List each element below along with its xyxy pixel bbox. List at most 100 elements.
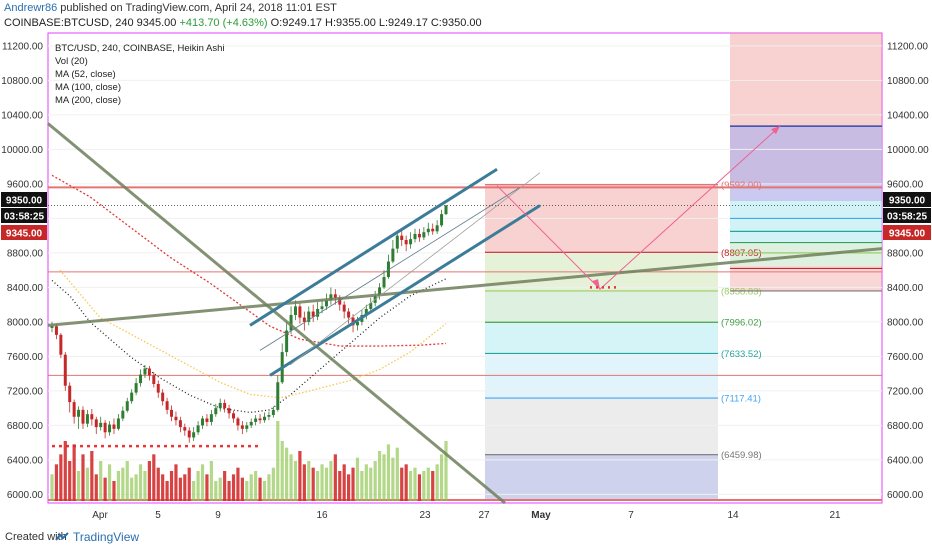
volume-bar-40: [227, 481, 231, 501]
candle-body-84: [422, 232, 426, 238]
candle-body-11: [99, 422, 103, 428]
volume-bar-32: [192, 481, 196, 501]
author-link[interactable]: Andrewr86: [4, 2, 58, 14]
volume-bar-87: [435, 464, 439, 501]
volume-bar-33: [196, 471, 200, 501]
candle-body-6: [77, 409, 81, 417]
volume-bar-9: [90, 451, 94, 501]
candle-body-18: [130, 392, 134, 402]
right-badge-2: [883, 225, 931, 240]
candle-body-25: [161, 392, 165, 402]
left-tick-12: 10800.00: [1, 76, 43, 87]
volume-bar-24: [156, 467, 160, 501]
volume-bar-7: [81, 454, 85, 501]
x-tick-8: 14: [727, 510, 739, 521]
channel-outer: [289, 172, 541, 366]
candle-body-10: [94, 419, 98, 428]
candle-body-62: [324, 300, 328, 307]
left-tick-11: 10400.00: [1, 110, 43, 121]
legend-item-ma52[interactable]: MA (52, close): [55, 69, 116, 80]
volume-bar-76: [386, 444, 391, 501]
candle-body-75: [382, 277, 386, 288]
volume-bar-16: [121, 467, 125, 501]
candle-body-33: [196, 425, 200, 433]
fib-label-0: (9592.00): [721, 180, 762, 191]
legend-title: BTC/USD, 240, COINBASE, Heikin Ashi: [55, 43, 225, 54]
volume-bar-0: [50, 474, 54, 501]
right-tick-5: 8000.00: [887, 317, 924, 328]
left-price-axis: 6000.00 6400.00 6800.00 7200.00 7600.00 8000.…: [1, 41, 43, 500]
ma100-line: [59, 269, 447, 399]
volume-bar-14: [112, 481, 116, 501]
volume-bar-63: [329, 461, 333, 501]
legend-item-ma100[interactable]: MA (100, close): [55, 82, 121, 93]
volume-bar-70: [360, 471, 364, 501]
volume-bar-83: [417, 474, 422, 501]
left-tick-9: 9600.00: [7, 179, 44, 190]
right-tick-1: 6400.00: [887, 455, 924, 466]
volume-bar-74: [377, 451, 382, 501]
right-price-axis: 6000.00 6400.00 6800.00 7200.00 7600.00 8000.…: [887, 41, 929, 500]
candle-body-66: [342, 304, 346, 312]
fib-zone-5: [485, 398, 718, 455]
volume-bar-34: [200, 464, 205, 501]
right-badge-0: [883, 192, 931, 207]
volume-bar-22: [147, 461, 151, 501]
candle-body-46: [254, 418, 258, 422]
volume-bar-11: [99, 461, 103, 501]
candle-body-53: [285, 330, 289, 353]
fib-label-5: (7117.41): [721, 394, 761, 405]
candle-body-0: [50, 326, 54, 328]
tradingview-brand[interactable]: TradingView: [55, 530, 139, 544]
candle-body-20: [139, 374, 143, 384]
candle-body-58: [307, 311, 311, 322]
x-tick-6: May: [531, 510, 551, 521]
left-tick-3: 7200.00: [7, 386, 44, 397]
volume-bar-1: [54, 464, 59, 501]
legend-item-vol[interactable]: Vol (20): [55, 56, 88, 67]
volume-bar-31: [187, 467, 191, 501]
left-tick-4: 7600.00: [7, 352, 44, 363]
volume-bar-45: [249, 474, 253, 501]
candle-body-5: [72, 402, 76, 417]
volume-bar-71: [364, 464, 368, 501]
candle-body-13: [108, 424, 112, 433]
fib-label-2: (8358.83): [721, 286, 762, 297]
candle-body-45: [249, 421, 253, 426]
candle-body-54: [289, 315, 293, 331]
right-tick-13: 11200.00: [887, 41, 928, 52]
candle-body-55: [293, 306, 297, 315]
volume-bar-39: [223, 471, 227, 501]
candle-body-7: [81, 409, 85, 424]
volume-bar-23: [152, 454, 156, 501]
channel-lower: [269, 204, 541, 377]
last-price: 9345.00: [136, 17, 177, 29]
right-tick-12: 10800.00: [887, 76, 929, 87]
volume-bar-82: [413, 467, 417, 501]
x-tick-2: 9: [215, 510, 221, 521]
volume-bar-5: [72, 444, 76, 501]
volume-bar-77: [391, 457, 395, 501]
left-badge-1: [1, 208, 47, 223]
candle-body-37: [214, 408, 218, 415]
candle-body-69: [355, 321, 359, 326]
volume-bar-26: [165, 481, 169, 501]
volume-bar-27: [169, 471, 174, 501]
volume-bar-67: [347, 474, 351, 501]
volume-bar-68: [351, 467, 355, 501]
ohlc-values: O:9249.17 H:9355.00 L:9249.17 C:9350.00: [270, 17, 482, 29]
candle-body-63: [329, 294, 333, 301]
candle-body-56: [298, 306, 302, 318]
legend-item-ma200[interactable]: MA (200, close): [55, 95, 121, 106]
candle-body-86: [431, 228, 435, 232]
volume-bar-17: [125, 461, 129, 501]
volume-bar-47: [258, 477, 262, 501]
volume-bar-48: [262, 481, 267, 501]
volume-bar-88: [439, 454, 444, 501]
candle-body-72: [369, 302, 373, 309]
volume-bar-37: [214, 481, 218, 501]
x-tick-9: 21: [829, 510, 841, 521]
target-zone-blue: [730, 126, 882, 202]
candle-body-38: [218, 402, 222, 409]
